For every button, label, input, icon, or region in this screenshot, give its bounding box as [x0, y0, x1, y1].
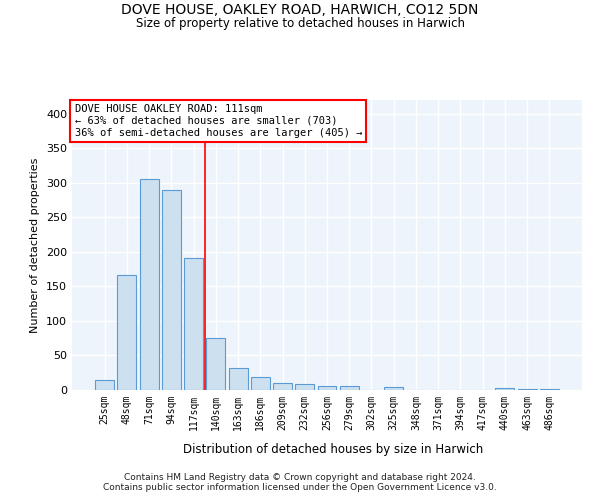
Bar — [384, 386, 403, 390]
Bar — [95, 380, 114, 390]
Bar — [496, 388, 514, 390]
Bar — [317, 386, 337, 390]
Bar — [295, 384, 314, 390]
Bar — [340, 386, 359, 390]
Bar — [140, 180, 158, 390]
Text: Contains HM Land Registry data © Crown copyright and database right 2024.
Contai: Contains HM Land Registry data © Crown c… — [103, 472, 497, 492]
Bar — [540, 388, 559, 390]
Text: DOVE HOUSE OAKLEY ROAD: 111sqm
← 63% of detached houses are smaller (703)
36% of: DOVE HOUSE OAKLEY ROAD: 111sqm ← 63% of … — [74, 104, 362, 138]
Text: DOVE HOUSE, OAKLEY ROAD, HARWICH, CO12 5DN: DOVE HOUSE, OAKLEY ROAD, HARWICH, CO12 5… — [121, 2, 479, 16]
Text: Distribution of detached houses by size in Harwich: Distribution of detached houses by size … — [183, 442, 483, 456]
Bar — [273, 383, 292, 390]
Bar — [118, 274, 136, 390]
Text: Size of property relative to detached houses in Harwich: Size of property relative to detached ho… — [136, 18, 464, 30]
Bar — [184, 258, 203, 390]
Bar — [206, 338, 225, 390]
Y-axis label: Number of detached properties: Number of detached properties — [31, 158, 40, 332]
Bar — [251, 377, 270, 390]
Bar — [229, 368, 248, 390]
Bar — [162, 190, 181, 390]
